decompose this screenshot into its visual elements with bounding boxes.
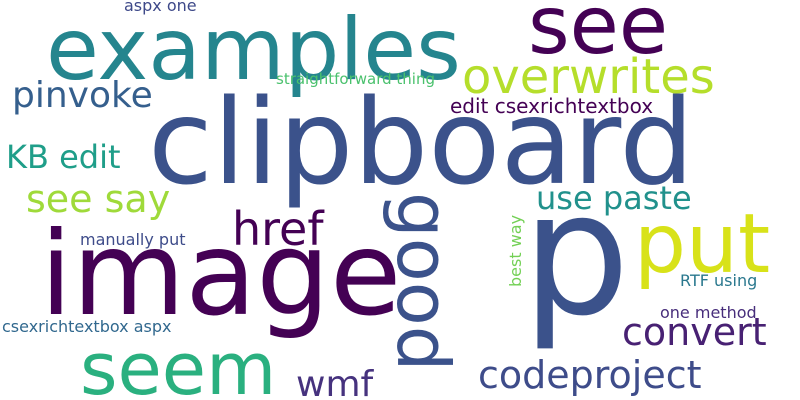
word-p: p [522, 156, 630, 354]
word-wmf: wmf [296, 364, 375, 400]
word-codeproject: codeproject [478, 353, 702, 397]
word-see-say: see say [26, 177, 170, 221]
word-examples: examples [46, 0, 461, 100]
word-edit-csexrichtextbox: edit csexrichtextbox [450, 94, 653, 118]
word-href: href [232, 202, 325, 256]
word-pinvoke: pinvoke [12, 75, 153, 116]
word-put: put [634, 197, 770, 292]
word-csexrichtextbox-aspx: csexrichtextbox aspx [2, 317, 171, 336]
word-one-method: one method [660, 303, 757, 322]
word-overwrites: overwrites [462, 49, 715, 105]
word-see: see [528, 0, 668, 72]
word-seem: seem [80, 327, 276, 400]
word-aspx-one: aspx one [124, 0, 197, 15]
word-best-way: best way [506, 215, 525, 287]
word-kb-edit: KB edit [6, 138, 121, 176]
word-manually-put: manually put [80, 230, 186, 249]
word-straightforward-thing: straightforward thing [276, 70, 435, 88]
word-use-paste: use paste [536, 179, 692, 217]
word-good: good [381, 192, 465, 372]
word-convert: convert [622, 310, 767, 354]
word-clipboard: clipboard [148, 73, 694, 211]
word-rtf-using: RTF using [680, 271, 757, 290]
word-image: image [40, 207, 401, 342]
